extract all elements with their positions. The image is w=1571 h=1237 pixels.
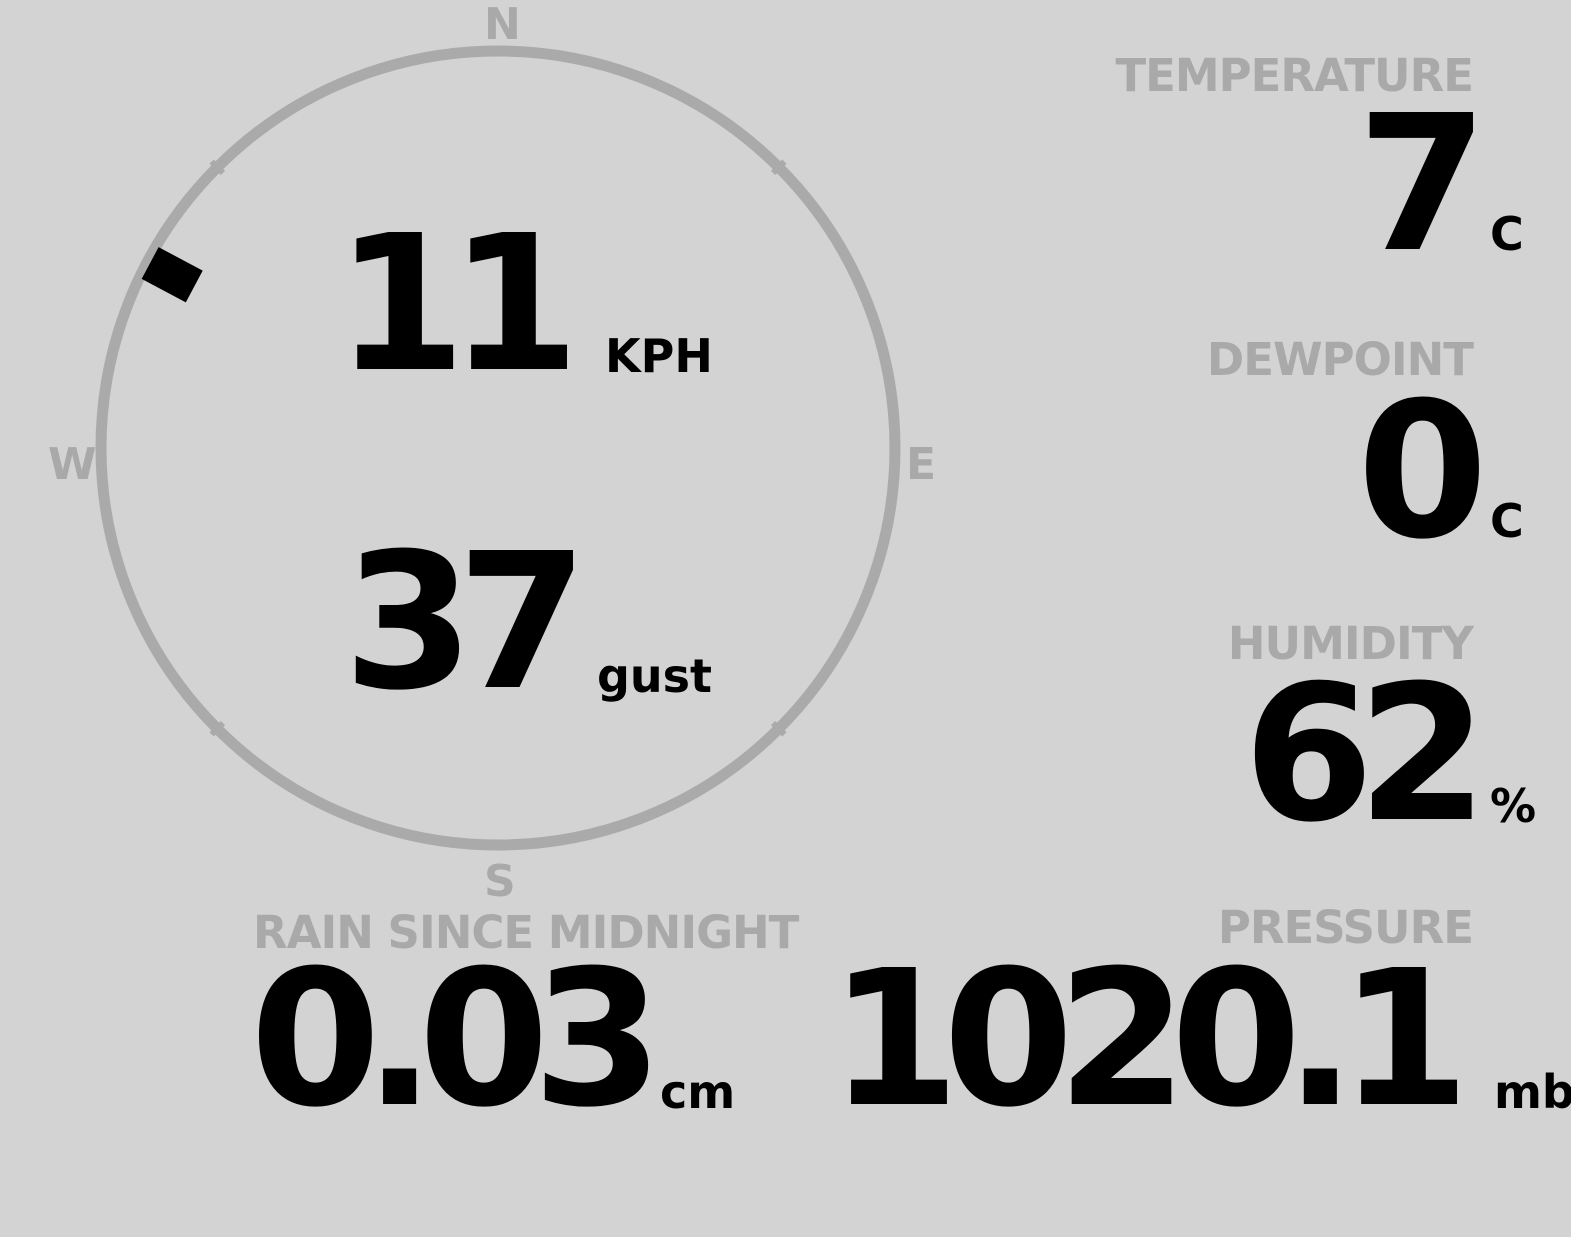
dewpoint-label: DEWPOINT [1206, 333, 1474, 386]
compass-tick [770, 720, 787, 737]
rain-unit: cm [660, 1065, 736, 1119]
temperature-value: 7 [1357, 75, 1488, 294]
wind-direction-marker [141, 247, 203, 303]
pressure-value: 1020.1 [829, 930, 1470, 1149]
wind-gust-label: gust [597, 649, 713, 703]
compass-east: E [906, 439, 937, 490]
compass-tick [209, 159, 226, 176]
pressure-unit: mb [1494, 1065, 1571, 1119]
dewpoint-unit: C [1490, 494, 1524, 548]
compass-west: W [48, 439, 97, 490]
humidity-label: HUMIDITY [1227, 617, 1474, 670]
humidity-value: 62 [1243, 645, 1488, 864]
pressure-label: PRESSURE [1217, 901, 1474, 954]
compass-ring [95, 45, 901, 851]
compass-south: S [484, 856, 516, 907]
temperature-unit: C [1490, 207, 1524, 261]
temperature-label: TEMPERATURE [1115, 49, 1474, 102]
compass-tick [770, 159, 787, 176]
wind-gust-value: 37 [343, 513, 588, 732]
rain-label: RAIN SINCE MIDNIGHT [253, 906, 799, 959]
humidity-unit: % [1490, 779, 1537, 833]
wind-speed-unit: KPH [605, 329, 713, 383]
compass-north: N [484, 0, 521, 50]
dewpoint-value: 0 [1357, 362, 1488, 581]
wind-speed-value: 11 [335, 195, 580, 414]
compass-tick [209, 720, 226, 737]
rain-value: 0.03 [250, 930, 663, 1149]
